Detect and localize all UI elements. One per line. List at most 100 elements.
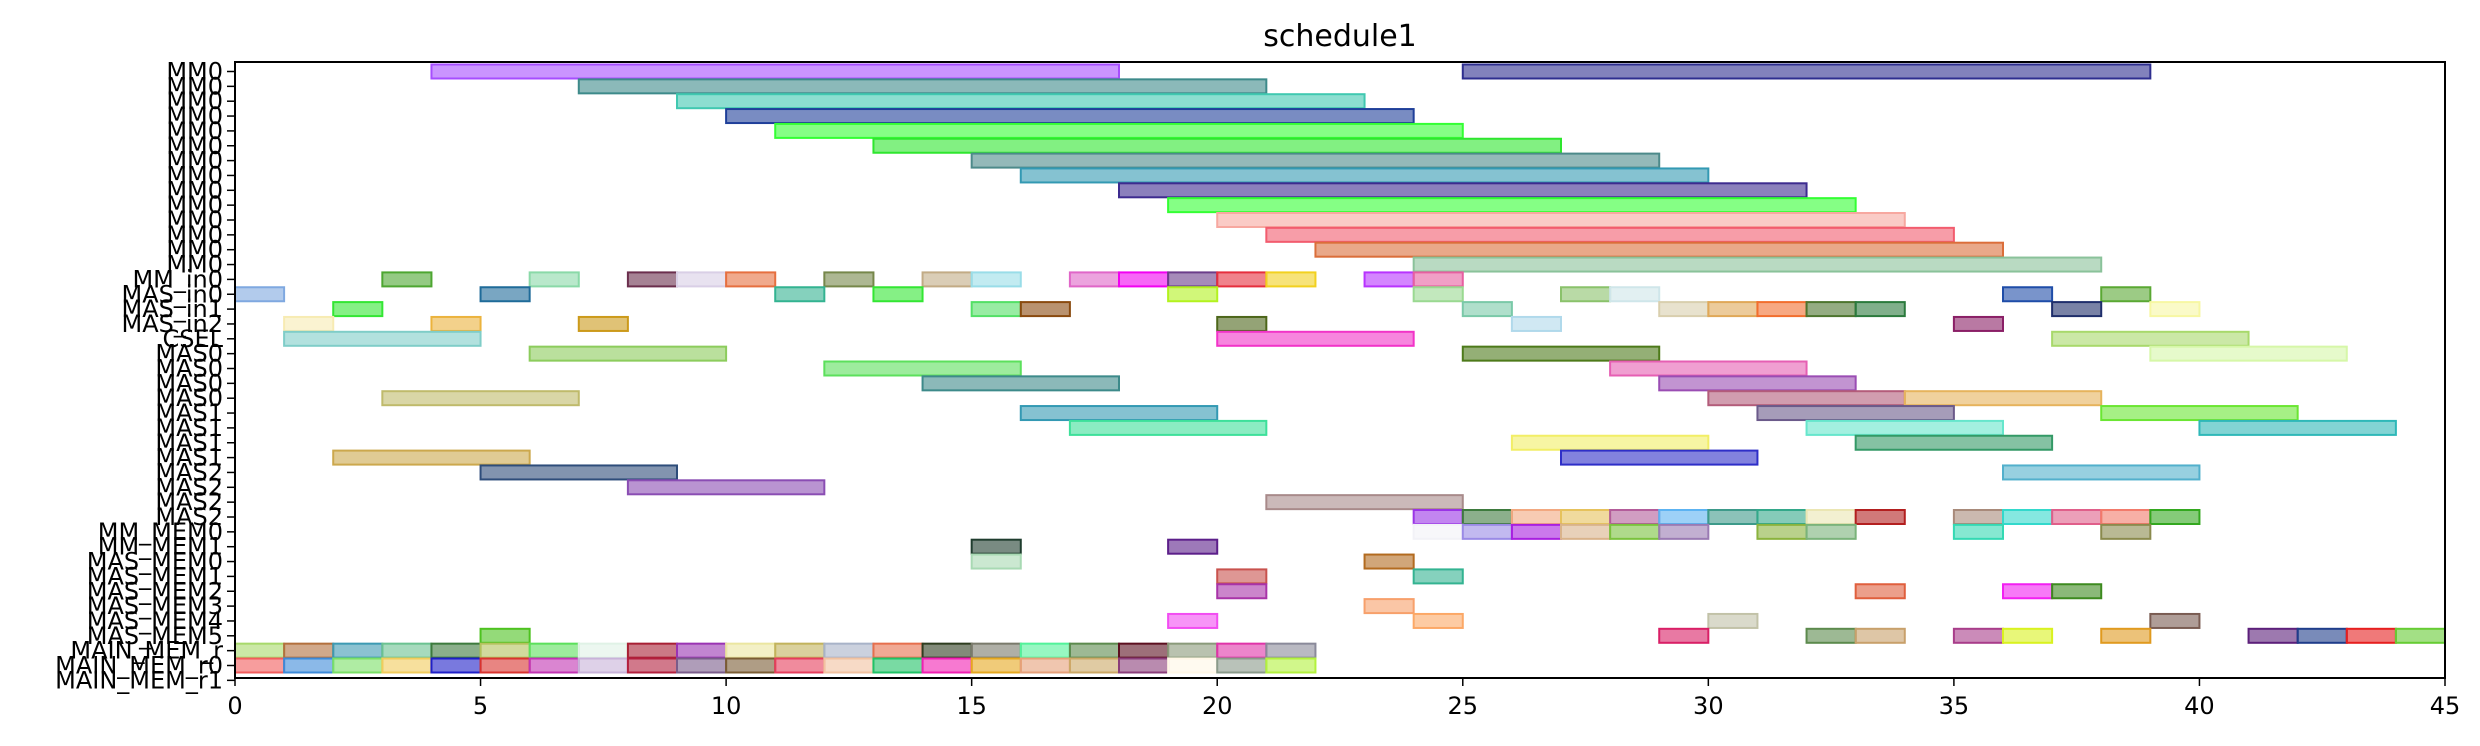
schedule-bar	[2394, 627, 2447, 644]
schedule-bar	[1854, 627, 1906, 644]
y-tick-label: MM0	[166, 251, 223, 279]
schedule-bar	[1854, 301, 1906, 318]
schedule-bar	[1019, 405, 1219, 422]
y-tick-label: MAS0	[155, 340, 223, 368]
schedule-bar	[283, 315, 335, 332]
schedule-bar	[1216, 212, 1906, 228]
schedule-bar	[1019, 642, 1071, 659]
schedule-bar	[1216, 583, 1268, 600]
schedule-bar	[332, 657, 384, 674]
schedule-bar	[970, 538, 1022, 555]
schedule-bar	[1019, 167, 1710, 184]
schedule-bar	[774, 122, 1464, 139]
y-tick-label: CSEL	[162, 325, 223, 353]
schedule-bar	[1461, 523, 1513, 540]
schedule-bar	[1560, 449, 1759, 466]
schedule-bar	[1805, 419, 2004, 436]
schedule-bar	[2051, 301, 2103, 318]
schedule-bar	[577, 657, 629, 674]
schedule-bar	[1167, 657, 1219, 674]
schedule-bar	[332, 449, 531, 466]
y-tick-label: MAS1	[155, 399, 223, 427]
x-tick-label: 10	[711, 692, 742, 720]
schedule-bar	[1510, 523, 1563, 540]
x-tick-label: 35	[1939, 692, 1970, 720]
schedule-bar	[2149, 612, 2201, 629]
y-tick-label: MAS_in2	[121, 310, 223, 338]
schedule-bar	[430, 63, 1120, 80]
schedule-bar	[2002, 286, 2054, 303]
schedule-bar	[479, 627, 531, 644]
schedule-bar	[1510, 315, 1563, 332]
schedule-bar	[430, 315, 482, 332]
y-tick-label: MAS_in0	[121, 280, 223, 308]
schedule-bar	[1216, 315, 1268, 332]
schedule-bar	[2149, 509, 2201, 525]
schedule-bar	[381, 271, 433, 288]
schedule-bar	[2198, 419, 2397, 436]
schedule-bar	[1609, 286, 1661, 303]
schedule-bar	[823, 642, 875, 659]
y-tick-label: MAS2	[155, 488, 223, 516]
schedule-bar	[577, 315, 629, 332]
schedule-bar	[1707, 390, 1906, 407]
schedule-bar	[1854, 434, 2054, 451]
schedule-bar	[1216, 642, 1268, 659]
y-tick-label: MAS0	[155, 384, 223, 412]
schedule-bar	[1068, 657, 1121, 674]
schedule-bar	[970, 553, 1022, 570]
schedule-bar	[1412, 612, 1464, 629]
y-tick-label: MM0	[166, 72, 223, 100]
y-tick-label: MAS_MEM0	[87, 548, 223, 576]
schedule-bar	[1707, 509, 1759, 525]
schedule-bar	[1314, 241, 2004, 258]
schedule-bar	[1658, 301, 1710, 318]
y-tick-label: MM0	[166, 132, 223, 160]
schedule-bar	[1118, 271, 1170, 288]
schedule-bar	[676, 642, 728, 659]
schedule-bar	[1560, 509, 1612, 525]
schedule-bar	[1609, 523, 1661, 540]
y-tick-label: MAS_MEM4	[87, 607, 223, 635]
y-tick-label: MM_MEM1	[98, 533, 223, 561]
schedule-bar	[970, 152, 1661, 169]
schedule-bar	[381, 390, 580, 407]
y-tick-label: MAS2	[155, 503, 223, 531]
schedule-bar	[970, 657, 1022, 674]
y-tick-label: MAS0	[155, 355, 223, 383]
schedule-bar	[1167, 271, 1219, 288]
schedule-bar	[1118, 642, 1170, 659]
schedule-bar	[1216, 568, 1268, 585]
schedule-bar	[528, 642, 580, 659]
schedule-bar	[2149, 345, 2348, 362]
schedule-bar	[774, 657, 826, 674]
y-tick-label: MM_MEM0	[98, 518, 223, 546]
schedule-bar	[283, 642, 335, 659]
schedule-bar	[725, 108, 1415, 125]
schedule-bar	[479, 642, 531, 659]
y-tick-label: MM_in0	[132, 265, 223, 293]
schedule-bar	[1609, 360, 1808, 377]
schedule-bar	[676, 657, 728, 674]
schedule-bar	[1707, 612, 1759, 629]
x-tick-label: 20	[1202, 692, 1233, 720]
x-tick-label: 30	[1693, 692, 1724, 720]
schedule-bar	[1216, 271, 1268, 288]
schedule-bar	[1363, 271, 1415, 288]
y-tick-label: MM0	[166, 58, 223, 86]
schedule-bar	[1756, 509, 1808, 525]
y-tick-label: MM0	[166, 206, 223, 234]
y-axis: MM0MM0MM0MM0MM0MM0MM0MM0MM0MM0MM0MM0MM0M…	[55, 58, 235, 694]
y-tick-label: MAS_MEM3	[87, 592, 223, 620]
schedule-bar	[1118, 657, 1170, 674]
y-tick-label: MAS1	[155, 429, 223, 457]
schedule-bar	[2100, 405, 2299, 422]
schedule-bars	[234, 63, 2447, 674]
schedule-bar	[1560, 523, 1612, 540]
schedule-bar	[1167, 286, 1219, 303]
schedule-bar	[1510, 434, 1710, 451]
schedule-bar	[626, 271, 679, 288]
schedule-bar	[1658, 509, 1710, 525]
y-tick-label: MM0	[166, 191, 223, 219]
